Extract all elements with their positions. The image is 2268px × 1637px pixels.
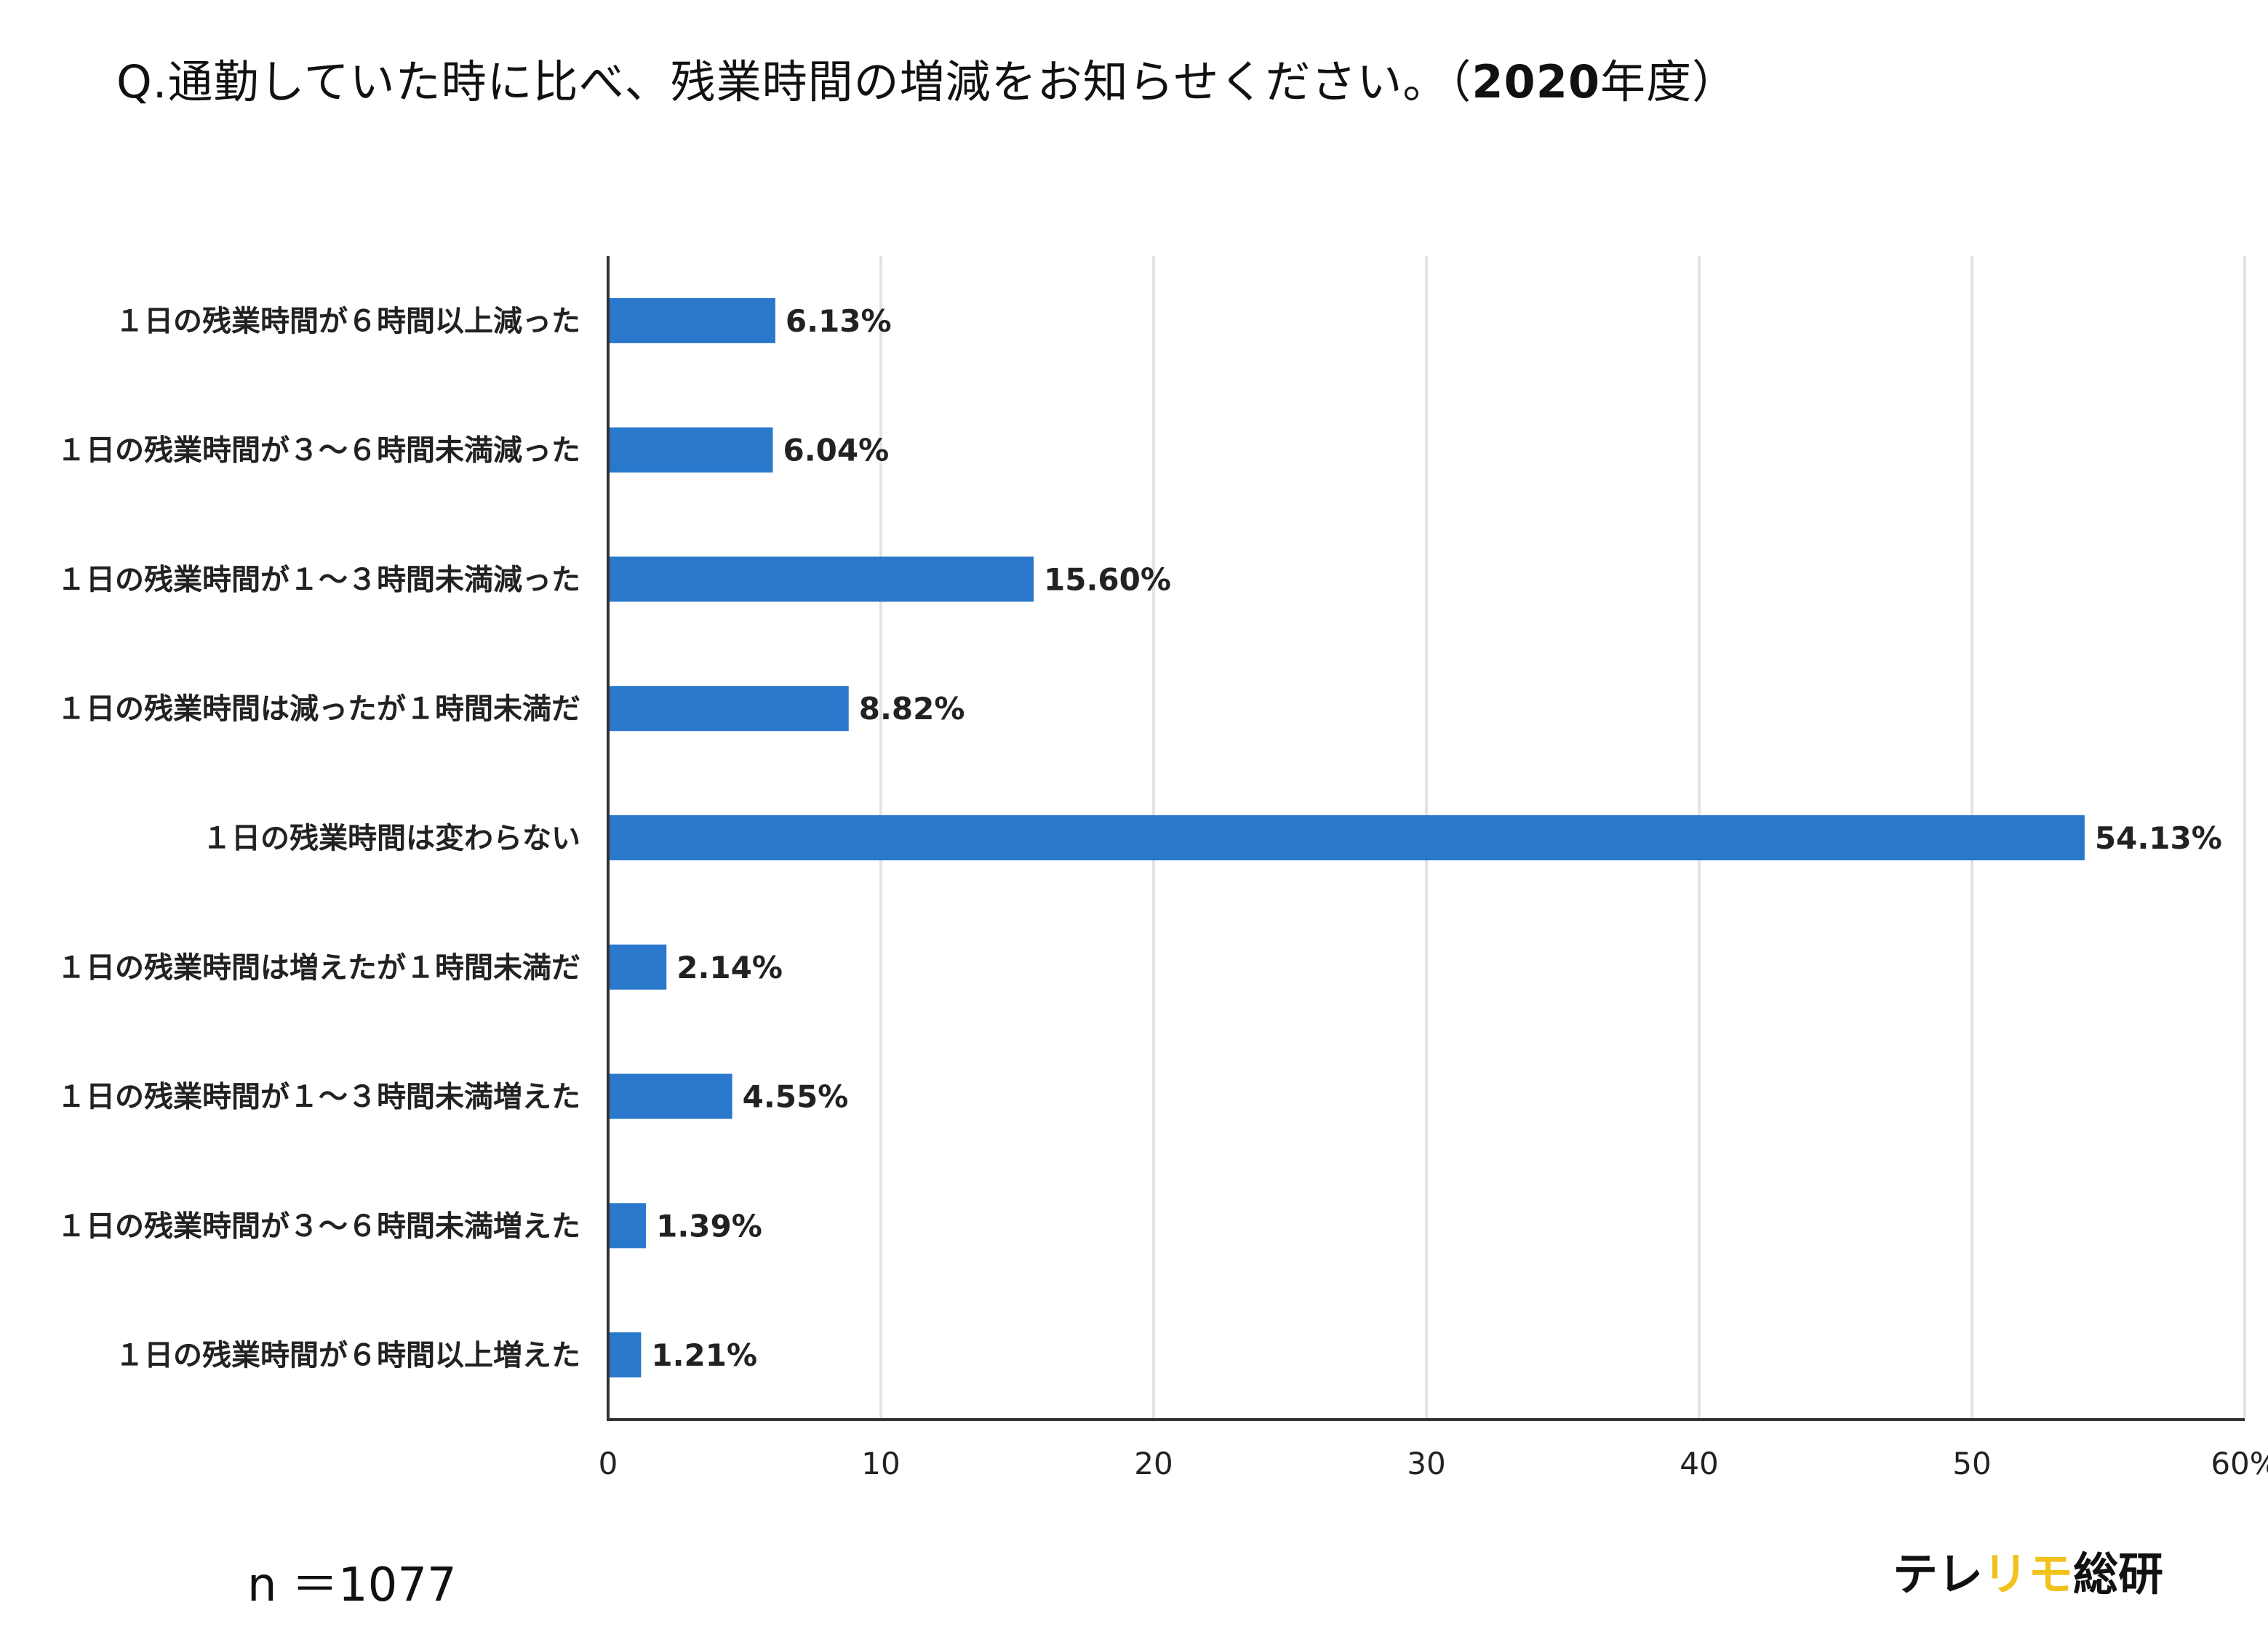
title-text: 通勤していた時に比べ、残業時間の増減をお知らせください。（ bbox=[167, 55, 1472, 108]
sample-size: n ＝1077 bbox=[247, 1558, 457, 1612]
x-tick-label: 50 bbox=[1952, 1446, 1991, 1481]
axes: 0 10 20 30 40 50 60% １日の残業時間が６時間以上減った １日の残業時間が３〜… bbox=[57, 256, 2268, 1481]
brand-text-accent: リモ bbox=[1983, 1548, 2074, 1601]
category-label: １日の残業時間が６時間以上増えた bbox=[115, 1339, 580, 1372]
bar bbox=[608, 1203, 647, 1249]
brand-logo: テレリモ総研 bbox=[1893, 1537, 2163, 1603]
category-label: １日の残業時間が６時間以上減った bbox=[115, 305, 580, 338]
bar bbox=[608, 556, 1034, 602]
data-label: 6.13% bbox=[786, 303, 892, 339]
x-tick-label: 20 bbox=[1134, 1446, 1173, 1481]
category-label: １日の残業時間が１〜３時間未満減った bbox=[57, 563, 580, 596]
category-label: １日の残業時間が３〜６時間未満増えた bbox=[57, 1209, 580, 1243]
category-label: １日の残業時間は増えたが１時間未満だ bbox=[57, 951, 580, 985]
bar bbox=[608, 427, 773, 473]
data-label: 4.55% bbox=[743, 1079, 849, 1115]
category-label: １日の残業時間が３〜６時間未満減った bbox=[57, 434, 580, 468]
chart-title: Q.通勤していた時に比べ、残業時間の増減をお知らせください。（2020年度） bbox=[116, 45, 1738, 111]
x-tick-label: 40 bbox=[1680, 1446, 1718, 1481]
x-tick-label: 30 bbox=[1407, 1446, 1445, 1481]
brand-text-part1: テレ bbox=[1893, 1548, 1984, 1601]
bar bbox=[608, 815, 2085, 860]
x-tick-label: 60% bbox=[2211, 1446, 2268, 1481]
bar bbox=[608, 1073, 732, 1119]
category-label: １日の残業時間が１〜３時間未満増えた bbox=[57, 1081, 580, 1114]
category-label: １日の残業時間は変わらない bbox=[202, 822, 580, 855]
x-tick-label: 10 bbox=[861, 1446, 900, 1481]
category-label: １日の残業時間は減ったが１時間未満だ bbox=[57, 692, 580, 726]
brand-text-part3: 総研 bbox=[2073, 1548, 2164, 1601]
title-prefix: Q. bbox=[116, 55, 168, 108]
title-suffix: 年度） bbox=[1600, 55, 1738, 108]
data-label: 8.82% bbox=[859, 691, 965, 727]
data-label: 6.04% bbox=[783, 433, 890, 468]
data-label: 54.13% bbox=[2095, 820, 2222, 856]
x-tick-label: 0 bbox=[599, 1446, 618, 1481]
data-label: 2.14% bbox=[676, 950, 783, 985]
bar bbox=[608, 297, 775, 343]
bar bbox=[608, 686, 849, 732]
data-label: 1.39% bbox=[656, 1208, 762, 1244]
bar bbox=[608, 1332, 642, 1378]
data-label: 1.21% bbox=[651, 1337, 757, 1373]
bars: 6.13% 6.04% 15.60% 8.82% 54.13% 2.14% 4.55% 1.3… bbox=[608, 297, 2222, 1378]
title-year: 2020 bbox=[1472, 55, 1600, 108]
bar bbox=[608, 944, 667, 990]
data-label: 15.60% bbox=[1044, 561, 1171, 597]
